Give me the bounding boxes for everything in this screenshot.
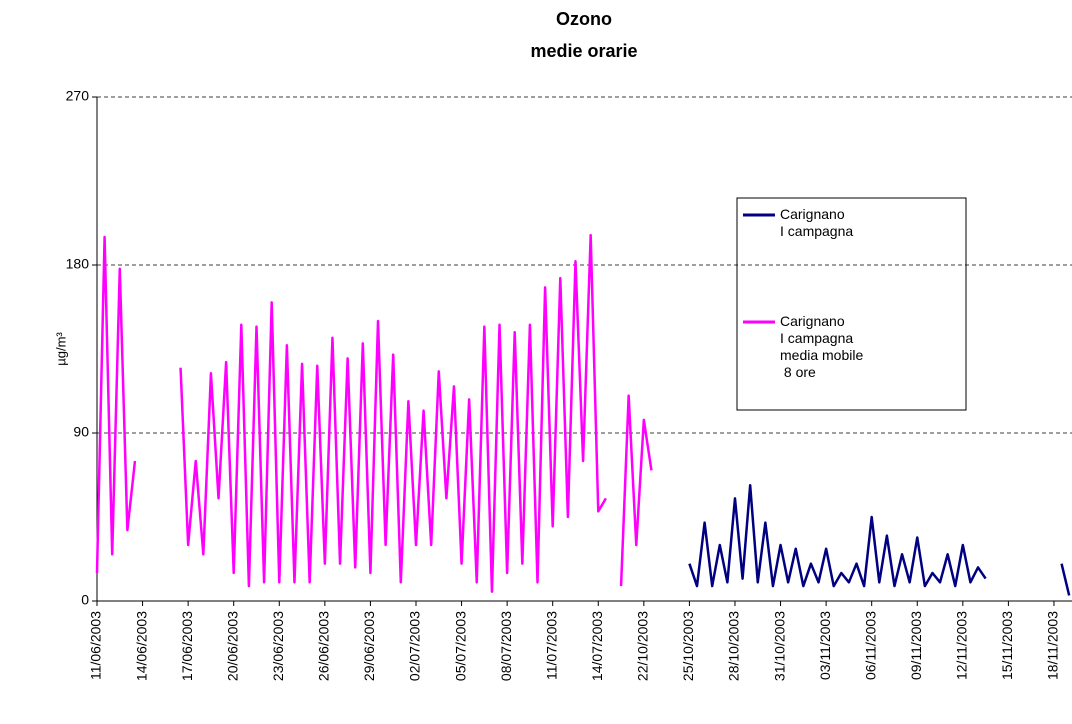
x-tick-label: 25/10/2003	[680, 611, 696, 681]
chart-title: Ozono	[556, 9, 612, 29]
x-tick-label: 09/11/2003	[908, 611, 924, 680]
x-tick-label: 11/06/2003	[88, 611, 104, 680]
x-tick-label: 03/11/2003	[817, 611, 833, 680]
x-tick-label: 14/06/2003	[133, 611, 149, 681]
legend-label: Carignano I campagna	[780, 206, 854, 239]
x-tick-label: 02/07/2003	[407, 611, 423, 681]
series-line	[688, 484, 1071, 596]
x-tick-label: 17/06/2003	[179, 611, 195, 681]
legend-label: Carignano I campagna media mobile 8 ore	[780, 313, 864, 380]
y-axis-label: µg/m³	[53, 332, 68, 366]
x-tick-label: 06/11/2003	[862, 611, 878, 680]
x-tick-label: 28/10/2003	[726, 611, 742, 681]
x-tick-label: 05/07/2003	[452, 611, 468, 681]
x-tick-label: 14/07/2003	[589, 611, 605, 681]
x-tick-label: 15/11/2003	[999, 611, 1015, 680]
x-tick-label: 31/10/2003	[771, 611, 787, 681]
chart-subtitle: medie orarie	[530, 41, 637, 61]
x-tick-label: 11/07/2003	[543, 611, 559, 680]
legend-box	[736, 197, 967, 411]
x-tick-label: 23/06/2003	[270, 611, 286, 681]
x-tick-label: 18/11/2003	[1045, 611, 1061, 680]
y-tick-label: 270	[66, 88, 90, 104]
series-line	[95, 233, 653, 593]
x-tick-label: 12/11/2003	[954, 611, 970, 680]
x-tick-label: 08/07/2003	[498, 611, 514, 681]
y-tick-label: 0	[81, 592, 89, 608]
x-tick-label: 26/06/2003	[316, 611, 332, 681]
x-tick-label: 20/06/2003	[224, 611, 240, 681]
x-tick-label: 29/06/2003	[361, 611, 377, 681]
x-tick-label: 22/10/2003	[635, 611, 651, 681]
y-tick-label: 180	[66, 256, 90, 272]
y-tick-label: 90	[73, 424, 89, 440]
